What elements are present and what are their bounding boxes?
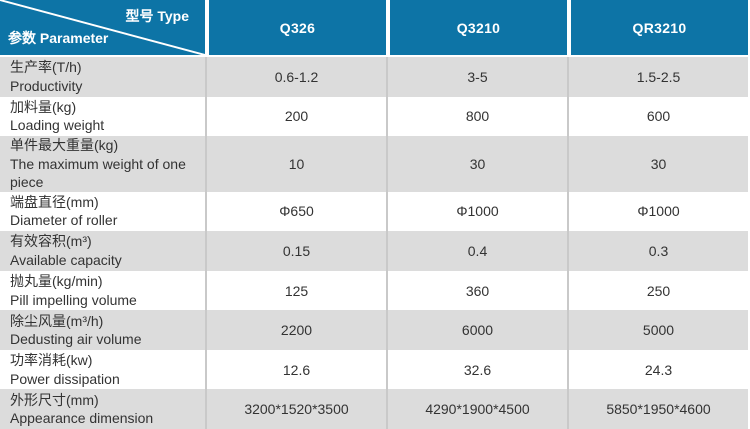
value-cell-q3210: 3-5: [386, 57, 567, 97]
value-cell-qr3210: 24.3: [567, 349, 748, 390]
table-row: 功率消耗(kw) Power dissipation 12.6 32.6 24.…: [0, 349, 748, 390]
corner-label-type: 型号 Type: [125, 8, 189, 24]
parameter-name-zh: 有效容积(m³): [10, 233, 92, 250]
parameter-cell: 端盘直径(mm) Diameter of roller: [0, 192, 205, 232]
value-cell-q3210: Φ1000: [386, 191, 567, 232]
parameter-cell: 有效容积(m³) Available capacity: [0, 231, 205, 271]
parameter-cell: 抛丸量(kg/min) Pill impelling volume: [0, 271, 205, 311]
parameter-name-en: Pill impelling volume: [10, 291, 137, 308]
table-row: 抛丸量(kg/min) Pill impelling volume 125 36…: [0, 270, 748, 311]
parameter-cell: 外形尺寸(mm) Appearance dimension: [0, 389, 205, 429]
table-row: 生产率(T/h) Productivity 0.6-1.2 3-5 1.5-2.…: [0, 57, 748, 97]
value-cell-qr3210: 0.3: [567, 231, 748, 271]
value-cell-qr3210: 1.5-2.5: [567, 57, 748, 97]
table-row: 除尘风量(m³/h) Dedusting air volume 2200 600…: [0, 310, 748, 350]
value-cell-q326: 200: [205, 96, 386, 137]
parameter-name-en: Productivity: [10, 77, 83, 94]
parameter-name-zh: 端盘直径(mm): [10, 193, 99, 210]
value-cell-qr3210: 5000: [567, 310, 748, 350]
parameter-name-en: Power dissipation: [10, 370, 120, 387]
table-row: 单件最大重量(kg) The maximum weight of one pie…: [0, 136, 748, 192]
value-cell-q3210: 30: [386, 136, 567, 192]
column-header-q326: Q326: [209, 0, 386, 57]
value-cell-qr3210: 600: [567, 96, 748, 137]
column-header-qr3210: QR3210: [571, 0, 748, 57]
parameter-name-en: Available capacity: [10, 251, 122, 268]
value-cell-q326: 125: [205, 270, 386, 311]
value-cell-q326: 0.15: [205, 231, 386, 271]
table-row: 外形尺寸(mm) Appearance dimension 3200*1520*…: [0, 389, 748, 429]
value-cell-q3210: 32.6: [386, 349, 567, 390]
diagonal-divider-line: [0, 0, 205, 55]
value-cell-qr3210: Φ1000: [567, 191, 748, 232]
value-cell-q3210: 4290*1900*4500: [386, 389, 567, 429]
table-row: 有效容积(m³) Available capacity 0.15 0.4 0.3: [0, 231, 748, 271]
value-cell-q326: 0.6-1.2: [205, 57, 386, 97]
table-body: 生产率(T/h) Productivity 0.6-1.2 3-5 1.5-2.…: [0, 57, 748, 429]
value-cell-q326: Φ650: [205, 191, 386, 232]
parameter-cell: 加料量(kg) Loading weight: [0, 97, 205, 137]
parameter-name-en: Dedusting air volume: [10, 331, 142, 348]
value-cell-q3210: 6000: [386, 310, 567, 350]
parameter-name-en: Loading weight: [10, 117, 105, 134]
parameter-cell: 单件最大重量(kg) The maximum weight of one pie…: [0, 136, 205, 191]
table-row: 端盘直径(mm) Diameter of roller Φ650 Φ1000 Φ…: [0, 191, 748, 232]
corner-header-cell: 型号 Type 参数 Parameter: [0, 0, 205, 57]
table-header-row: 型号 Type 参数 Parameter Q326 Q3210 QR3210: [0, 0, 748, 57]
parameter-name-zh: 抛丸量(kg/min): [10, 273, 103, 290]
value-cell-qr3210: 250: [567, 270, 748, 311]
value-cell-qr3210: 30: [567, 136, 748, 192]
value-cell-q326: 10: [205, 136, 386, 192]
value-cell-q326: 2200: [205, 310, 386, 350]
parameter-name-zh: 功率消耗(kw): [10, 352, 93, 369]
parameter-name-zh: 外形尺寸(mm): [10, 391, 99, 408]
value-cell-q326: 3200*1520*3500: [205, 389, 386, 429]
parameter-cell: 生产率(T/h) Productivity: [0, 57, 205, 97]
value-cell-q3210: 800: [386, 96, 567, 137]
value-cell-q3210: 360: [386, 270, 567, 311]
value-cell-q326: 12.6: [205, 349, 386, 390]
parameter-cell: 除尘风量(m³/h) Dedusting air volume: [0, 310, 205, 350]
parameter-name-zh: 单件最大重量(kg): [10, 137, 119, 154]
corner-label-parameter: 参数 Parameter: [8, 30, 109, 46]
table-row: 加料量(kg) Loading weight 200 800 600: [0, 96, 748, 137]
parameter-cell: 功率消耗(kw) Power dissipation: [0, 350, 205, 390]
parameter-name-en: Diameter of roller: [10, 212, 118, 229]
column-header-q3210: Q3210: [390, 0, 567, 57]
parameter-name-zh: 加料量(kg): [10, 98, 77, 115]
parameter-name-zh: 生产率(T/h): [10, 59, 82, 76]
parameter-name-en: The maximum weight of one piece: [10, 155, 186, 191]
value-cell-q3210: 0.4: [386, 231, 567, 271]
parameter-name-en: Appearance dimension: [10, 410, 154, 427]
value-cell-qr3210: 5850*1950*4600: [567, 389, 748, 429]
parameter-name-zh: 除尘风量(m³/h): [10, 312, 104, 329]
